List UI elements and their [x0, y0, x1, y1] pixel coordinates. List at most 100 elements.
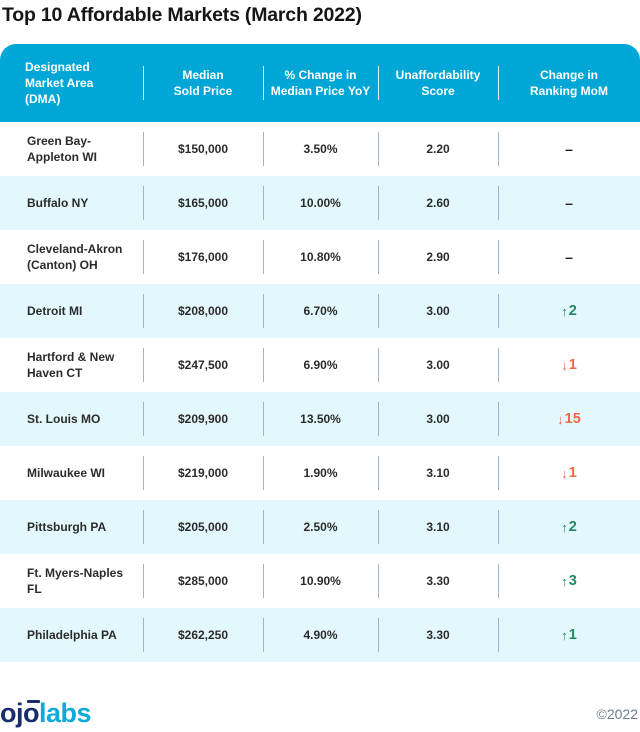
ranking-change-value: –: [565, 249, 573, 265]
column-divider: [498, 402, 499, 436]
cell-median-price-value: $247,500: [177, 358, 229, 372]
ranking-change-value: –: [565, 141, 573, 157]
cell-median-price: $208,000: [143, 284, 263, 338]
cell-median-price-value: $209,900: [177, 412, 229, 426]
cell-median-price-value: $205,000: [177, 520, 229, 534]
column-divider: [378, 66, 379, 100]
cell-median-price: $150,000: [143, 122, 263, 176]
column-header-yoy-change-label: % Change in Median Price YoY: [270, 68, 371, 98]
cell-yoy-change-value: 10.90%: [300, 574, 341, 588]
table-header: Designated Market Area (DMA) Median Sold…: [0, 44, 640, 122]
cell-unaffordability-score-value: 3.00: [426, 412, 450, 426]
cell-yoy-change: 13.50%: [263, 392, 378, 446]
column-divider: [143, 186, 144, 220]
cell-ranking-change: ↑ 1: [498, 608, 640, 662]
cell-unaffordability-score: 3.30: [378, 554, 498, 608]
cell-yoy-change: 1.90%: [263, 446, 378, 500]
cell-unaffordability-score: 3.30: [378, 608, 498, 662]
column-divider: [378, 402, 379, 436]
cell-yoy-change: 6.70%: [263, 284, 378, 338]
column-divider: [498, 618, 499, 652]
cell-yoy-change-value: 3.50%: [303, 142, 338, 156]
cell-unaffordability-score: 3.10: [378, 446, 498, 500]
dma-name: St. Louis MO: [27, 412, 101, 426]
column-header-median-price: Median Sold Price: [143, 55, 263, 111]
dma-name: Green Bay- Appleton WI: [27, 134, 97, 164]
arrow-down-icon: ↓: [561, 465, 568, 481]
column-divider: [498, 348, 499, 382]
table-row: Buffalo NY $165,000 10.00% 2.60 –: [0, 176, 640, 230]
column-divider: [498, 240, 499, 274]
dma-name: Ft. Myers-Naples FL: [27, 566, 124, 596]
ranking-change-up: ↑ 1: [561, 627, 577, 643]
arrow-up-icon: ↑: [561, 303, 568, 319]
column-divider: [498, 186, 499, 220]
dma-name: Pittsburgh PA: [27, 520, 107, 534]
column-divider: [498, 456, 499, 490]
arrow-down-icon: ↓: [557, 411, 564, 427]
cell-ranking-change: ↓ 1: [498, 446, 640, 500]
cell-median-price: $262,250: [143, 608, 263, 662]
cell-unaffordability-score: 2.20: [378, 122, 498, 176]
ranking-change-up: ↑ 3: [561, 573, 577, 589]
cell-yoy-change: 6.90%: [263, 338, 378, 392]
cell-median-price-value: $208,000: [177, 304, 229, 318]
cell-median-price: $176,000: [143, 230, 263, 284]
table-row: Milwaukee WI $219,000 1.90% 3.10 ↓ 1: [0, 446, 640, 500]
dma-name: Hartford & New Haven CT: [27, 350, 115, 380]
cell-unaffordability-score-value: 3.10: [426, 466, 450, 480]
cell-ranking-change: ↑ 2: [498, 500, 640, 554]
cell-yoy-change: 2.50%: [263, 500, 378, 554]
column-divider: [143, 456, 144, 490]
column-header-ranking-change-label: Change in Ranking MoM: [530, 68, 608, 98]
cell-median-price: $165,000: [143, 176, 263, 230]
cell-dma: St. Louis MO: [0, 392, 143, 446]
ojolabs-logo: ojo labs: [0, 698, 92, 728]
column-divider: [143, 240, 144, 274]
table-row: Hartford & New Haven CT $247,500 6.90% 3.00 ↓…: [0, 338, 640, 392]
column-divider: [143, 402, 144, 436]
cell-unaffordability-score-value: 2.20: [426, 142, 450, 156]
cell-ranking-change: –: [498, 176, 640, 230]
column-header-ranking-change: Change in Ranking MoM: [498, 55, 640, 111]
column-divider: [498, 294, 499, 328]
ranking-change-value: 1: [568, 627, 577, 643]
column-divider: [263, 294, 264, 328]
column-divider: [263, 618, 264, 652]
dma-name: Buffalo NY: [27, 196, 89, 210]
ranking-change-value: 3: [568, 573, 577, 589]
column-divider: [378, 510, 379, 544]
ranking-change-none: –: [565, 249, 573, 265]
cell-ranking-change: ↓ 1: [498, 338, 640, 392]
cell-unaffordability-score-value: 3.10: [426, 520, 450, 534]
table-row: St. Louis MO $209,900 13.50% 3.00 ↓ 15: [0, 392, 640, 446]
column-divider: [143, 510, 144, 544]
cell-median-price-value: $150,000: [177, 142, 229, 156]
cell-dma: Detroit MI: [0, 284, 143, 338]
logo-ojo-text: ojo: [0, 698, 40, 728]
column-header-yoy-change: % Change in Median Price YoY: [263, 55, 378, 111]
page-title: Top 10 Affordable Markets (March 2022): [2, 4, 362, 26]
ranking-change-none: –: [565, 195, 573, 211]
ranking-change-value: 15: [564, 411, 581, 427]
column-divider: [143, 618, 144, 652]
column-divider: [143, 564, 144, 598]
logo-labs-text: labs: [39, 698, 92, 728]
cell-median-price: $219,000: [143, 446, 263, 500]
cell-yoy-change-value: 1.90%: [303, 466, 338, 480]
column-divider: [378, 294, 379, 328]
ranking-change-value: 2: [568, 519, 577, 535]
ranking-change-none: –: [565, 141, 573, 157]
arrow-up-icon: ↑: [561, 519, 568, 535]
cell-unaffordability-score-value: 3.00: [426, 304, 450, 318]
cell-unaffordability-score: 3.00: [378, 338, 498, 392]
column-divider: [263, 564, 264, 598]
cell-dma: Philadelphia PA: [0, 608, 143, 662]
cell-yoy-change: 10.80%: [263, 230, 378, 284]
table-body: Green Bay- Appleton WI $150,000 3.50% 2.20 – B…: [0, 122, 640, 662]
cell-median-price: $285,000: [143, 554, 263, 608]
cell-yoy-change: 10.90%: [263, 554, 378, 608]
arrow-down-icon: ↓: [561, 357, 568, 373]
cell-yoy-change-value: 6.70%: [303, 304, 338, 318]
cell-ranking-change: –: [498, 122, 640, 176]
